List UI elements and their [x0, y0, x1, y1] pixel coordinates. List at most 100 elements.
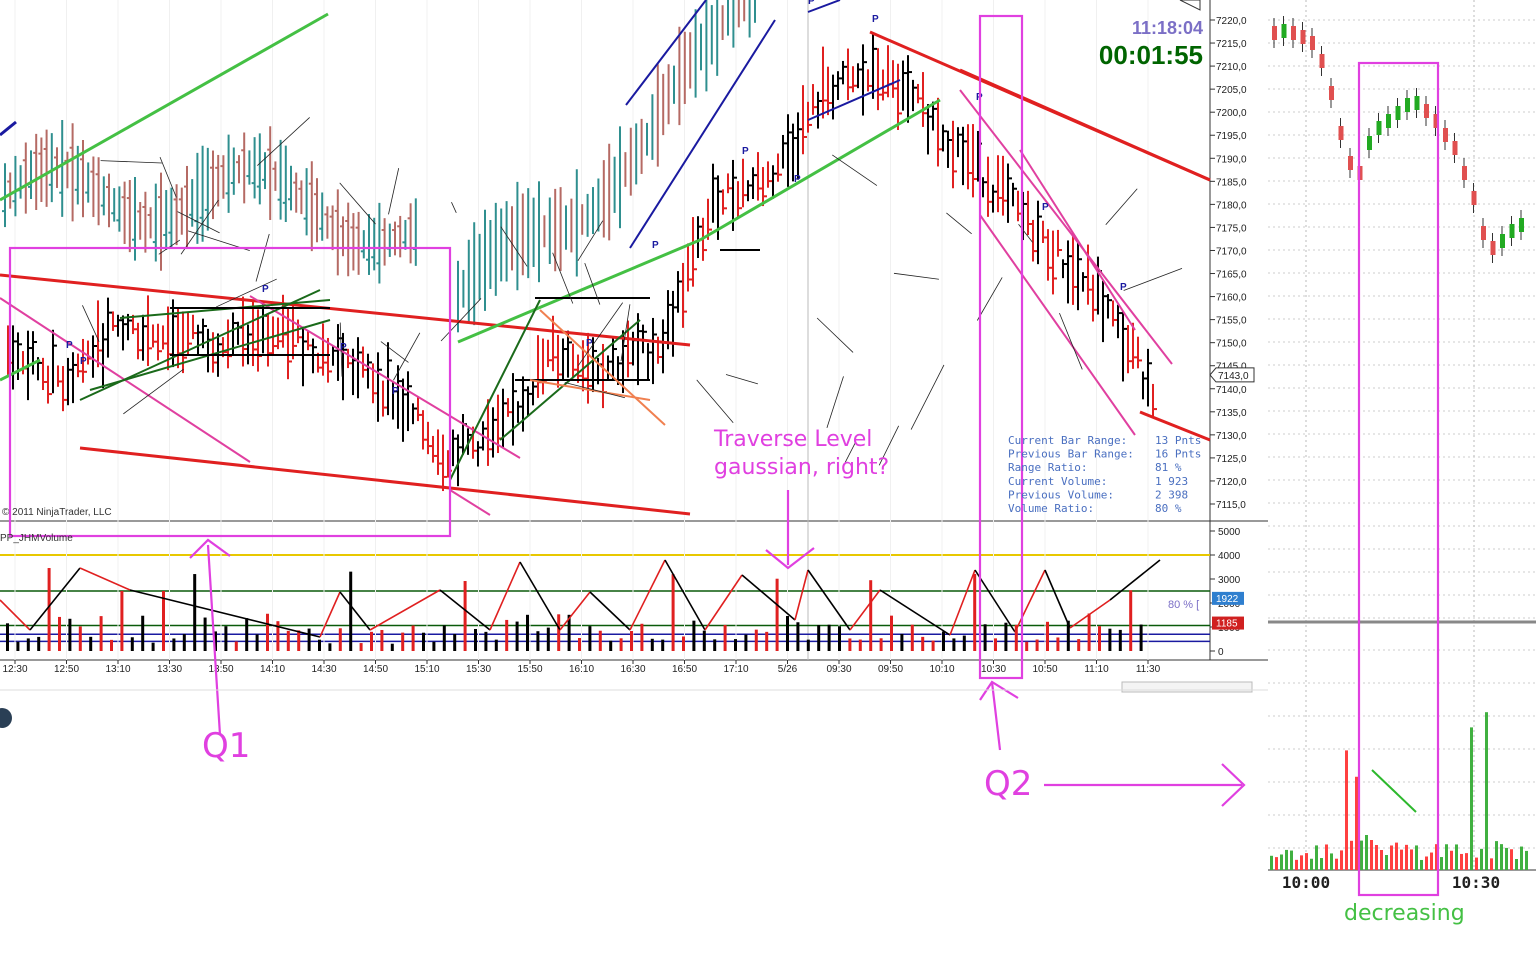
volume-bar — [609, 640, 613, 651]
volume-bar — [838, 626, 841, 651]
fan-line — [380, 341, 409, 363]
trend-line — [959, 89, 1173, 365]
inset-candle — [1338, 126, 1344, 140]
price-tick-label: 7195,0 — [1216, 131, 1247, 142]
volume-bar — [557, 614, 561, 651]
inset-candle — [1281, 24, 1287, 38]
price-tick-label: 7165,0 — [1216, 270, 1247, 281]
stat-value: 2 398 — [1155, 488, 1188, 501]
inset-volume-bar — [1345, 750, 1348, 870]
volume-bar — [266, 613, 269, 651]
traverse-label-line1: Traverse Level — [713, 427, 872, 452]
trend-line — [0, 358, 41, 382]
inset-volume-bar — [1495, 841, 1498, 870]
volume-bar — [130, 637, 134, 651]
time-tick-label: 15:50 — [517, 664, 542, 675]
fan-line — [893, 272, 939, 280]
fan-line — [577, 302, 624, 366]
traverse-level-line — [519, 561, 561, 631]
volume-bar — [68, 618, 72, 651]
traverse-level-line — [629, 559, 666, 631]
volume-bar — [734, 639, 737, 651]
volume-bar — [1108, 628, 1112, 651]
volume-bar — [110, 639, 113, 651]
fan-line — [180, 199, 219, 255]
volume-bar — [432, 641, 436, 651]
volume-bar — [245, 618, 249, 651]
traverse-level-line — [1044, 569, 1071, 629]
volume-bar — [203, 617, 207, 651]
trend-line — [539, 309, 666, 426]
trend-line — [449, 299, 541, 481]
fan-line — [826, 376, 844, 428]
time-tick-label: 14:10 — [260, 664, 285, 675]
traverse-level-line — [29, 567, 81, 631]
volume-bar — [1035, 639, 1039, 651]
pivot-marker: P — [1042, 202, 1049, 213]
inset-candle — [1462, 166, 1467, 180]
trend-line — [1019, 149, 1136, 331]
time-tick-label: 13:30 — [157, 664, 182, 675]
corner-arrow-icon — [1179, 0, 1201, 11]
q2-label: Q2 — [984, 764, 1032, 804]
volume-bar — [994, 638, 997, 651]
volume-bar — [942, 631, 945, 651]
inset-volume-bar — [1395, 842, 1398, 870]
fan-line — [910, 364, 945, 430]
stat-label: Range Ratio: — [1008, 461, 1087, 474]
volume-bar — [370, 631, 373, 651]
time-tick-label: 16:10 — [569, 664, 594, 675]
price-tick-label: 7175,0 — [1216, 223, 1247, 234]
inset-candle — [1500, 234, 1505, 248]
volume-bar — [276, 621, 280, 651]
pivot-marker: P — [1120, 282, 1127, 293]
inset-candle — [1452, 141, 1458, 155]
inset-volume-bar — [1295, 859, 1298, 870]
volume-bar — [474, 628, 477, 651]
inset-time-label: 10:00 — [1282, 873, 1330, 892]
q2-to-inset-arrow — [1044, 763, 1246, 807]
time-tick-label: 09:50 — [878, 664, 903, 675]
inset-candle — [1386, 114, 1391, 128]
price-tick-label: 7125,0 — [1216, 454, 1247, 465]
inset-candle — [1433, 114, 1439, 128]
stat-value: 13 Pnts — [1155, 434, 1201, 447]
inset-volume-bar — [1460, 853, 1463, 870]
volume-bar — [702, 630, 706, 651]
inset-time-label: 10:30 — [1452, 873, 1500, 892]
volume-bar — [390, 643, 394, 651]
volume-bar — [754, 629, 758, 651]
price-tick-label: 7155,0 — [1216, 316, 1247, 327]
fan-line — [1059, 312, 1083, 370]
traverse-level-line — [79, 567, 131, 591]
fan-line — [159, 156, 177, 198]
inset-candle — [1471, 191, 1477, 205]
volume-bar — [182, 634, 186, 651]
volume-bar — [78, 626, 82, 651]
volume-blue-marker — [1212, 591, 1244, 605]
volume-bar — [401, 632, 405, 651]
volume-bar — [89, 636, 93, 651]
volume-bar — [723, 624, 727, 651]
volume-bar — [786, 616, 789, 651]
time-tick-label: 15:30 — [466, 664, 491, 675]
time-tick-label: 12:50 — [54, 664, 79, 675]
fan-line — [878, 425, 900, 466]
time-tick-label: 16:50 — [672, 664, 697, 675]
inset-candle — [1310, 36, 1315, 50]
inset-volume-bar — [1350, 840, 1353, 870]
volume-bar — [120, 590, 124, 651]
volume-bar — [338, 628, 342, 651]
volume-bar — [1025, 641, 1029, 651]
stat-value: 1 923 — [1155, 475, 1188, 488]
volume-bar — [494, 639, 498, 651]
pivot-marker: P — [794, 174, 801, 185]
price-tick-label: 7190,0 — [1216, 154, 1247, 165]
horizontal-scrollbar[interactable] — [1121, 681, 1253, 693]
inset-volume-bar — [1500, 844, 1503, 870]
inset-volume-bar — [1330, 853, 1333, 870]
fan-line — [946, 212, 972, 235]
trend-line — [807, 0, 841, 13]
volume-bar — [630, 631, 633, 651]
